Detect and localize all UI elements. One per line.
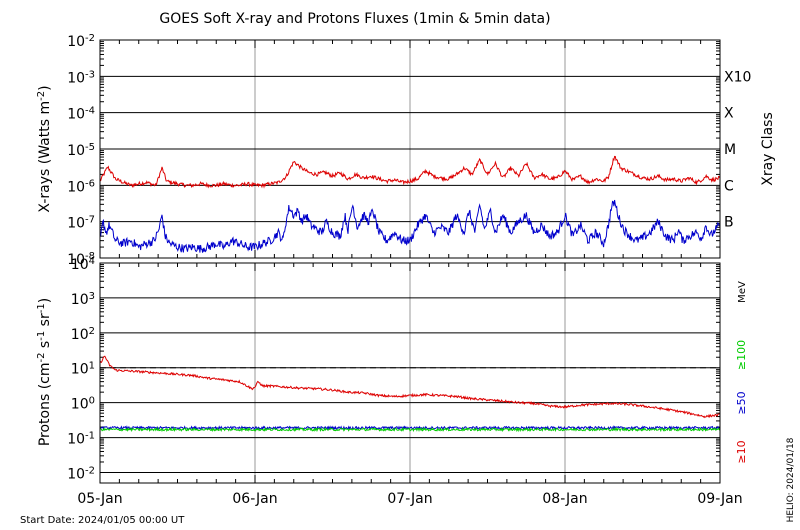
start-date-label: Start Date: 2024/01/05 00:00 UT [20,515,185,526]
proton-legend-label: ≥10 [735,440,748,463]
proton-grid [100,263,720,483]
y-tick-label: 10-2 [67,465,95,483]
y-tick-label: 10-8 [67,251,95,269]
y-tick-label: 10-6 [67,178,95,196]
proton-legend-label: ≥100 [735,340,748,370]
y-tick-label: 100 [71,395,95,413]
xray-series-0-line [100,155,721,189]
y-tick-label: 10-5 [67,142,95,160]
xray-grid [100,40,720,258]
x-axis-tick-labels: 05-Jan 06-Jan 07-Jan 08-Jan 09-Jan [77,491,742,507]
proton-series [99,355,721,433]
proton-energy-legend: ≥100 ≥50 ≥10 [735,340,748,464]
proton-plot-frame [99,262,721,484]
credit-label: HELIO: 2024/01/18 [786,437,796,522]
chart-title: GOES Soft X-ray and Protons Fluxes (1min… [159,11,550,27]
xray-class-labels: B C M X X10 [724,69,751,230]
xray-series-1-line [99,199,721,253]
proton-legend-label: ≥50 [735,391,748,414]
xray-class-label: C [724,178,734,194]
xray-series [99,155,721,253]
xray-y-ticks: 10-8 10-7 10-6 10-5 10-4 10-3 10-2 [67,33,95,269]
y-tick-label: 104 [71,256,95,274]
y-tick-label: 102 [71,325,95,343]
y-tick-label: 103 [71,290,95,308]
xray-y-axis-label: X-rays (Watts m-2) [36,85,54,212]
proton-series-0-line [99,355,721,419]
y-tick-label: 10-2 [67,33,95,51]
proton-panel: 10-2 10-1 100 101 102 103 104 Protons (cm-2 s-… [36,256,748,484]
proton-series-2-line [99,426,721,433]
proton-y-axis-label: Protons (cm-2 s-1 sr-1) [36,298,54,446]
x-tick-label: 07-Jan [387,491,432,507]
y-tick-label: 101 [71,360,95,378]
xray-class-label: X10 [724,69,751,85]
x-tick-label: 06-Jan [232,491,277,507]
xray-class-label: X [724,106,734,122]
y-tick-label: 10-1 [67,430,95,448]
proton-y-ticks: 10-2 10-1 100 101 102 103 104 [67,256,95,483]
x-tick-label: 05-Jan [77,491,122,507]
xray-class-axis-label: Xray Class [760,112,776,186]
y-tick-label: 10-7 [67,214,95,232]
xray-plot-frame [99,39,721,259]
xray-panel: 10-8 10-7 10-6 10-5 10-4 10-3 10-2 B C M X X10 X-r… [36,33,777,269]
y-tick-label: 10-3 [67,69,95,87]
xray-class-label: M [724,142,736,158]
y-tick-label: 10-4 [67,105,95,123]
x-tick-label: 08-Jan [542,491,587,507]
x-tick-label: 09-Jan [697,491,742,507]
proton-unit-label: MeV [737,281,748,303]
proton-series-1-line [99,425,721,431]
xray-class-label: B [724,215,734,231]
